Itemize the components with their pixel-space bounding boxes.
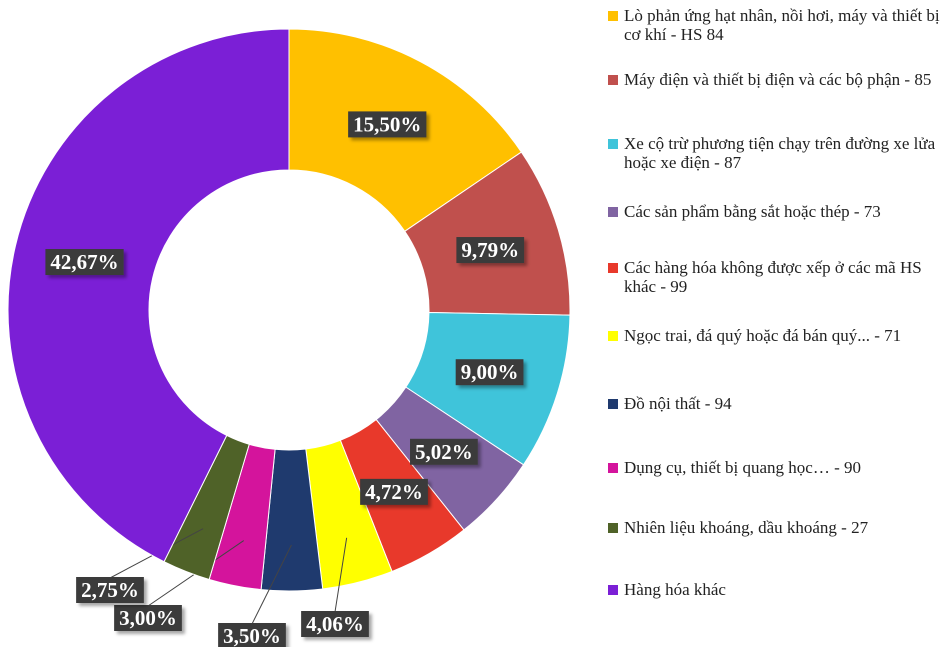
legend-swatch: [608, 463, 618, 473]
legend-swatch: [608, 139, 618, 149]
legend-swatch: [608, 207, 618, 217]
legend-item: Nhiên liệu khoáng, dầu khoáng - 27: [608, 518, 940, 537]
legend-swatch: [608, 75, 618, 85]
data-label: 4,72%: [360, 478, 428, 505]
data-label: 4,06%: [301, 611, 369, 637]
legend-item: Dụng cụ, thiết bị quang học… - 90: [608, 458, 940, 477]
legend-item: Ngọc trai, đá quý hoặc đá bán quý... - 7…: [608, 326, 940, 345]
legend-label: Hàng hóa khác: [624, 580, 726, 599]
legend-label: Các sản phẩm bằng sắt hoặc thép - 73: [624, 202, 881, 221]
label-text: 2,75%: [81, 578, 139, 602]
legend-label: Ngọc trai, đá quý hoặc đá bán quý... - 7…: [624, 326, 902, 345]
legend-label: Nhiên liệu khoáng, dầu khoáng - 27: [624, 518, 869, 537]
label-box: [45, 249, 124, 276]
data-label: 5,02%: [410, 438, 478, 465]
label-box: [114, 605, 182, 631]
label-text: 4,06%: [306, 612, 364, 636]
legend-item: Đồ nội thất - 94: [608, 394, 940, 413]
legend-label: Đồ nội thất - 94: [624, 394, 732, 413]
label-text: 3,50%: [223, 624, 281, 647]
label-box: [410, 438, 478, 465]
label-box: [301, 611, 369, 637]
data-label: 3,50%: [218, 623, 286, 647]
label-box: [455, 359, 524, 386]
chart: 15,50% 9,79% 9,00% 5,02% 4,72% 4,06% 3,50% 3,00…: [7, 28, 571, 647]
label-text: 5,02%: [415, 440, 473, 464]
label-box: [360, 478, 428, 505]
leader-line: [334, 537, 348, 613]
label-text: 9,00%: [461, 360, 519, 384]
legend-label: Các hàng hóa không được xếp ở các mã HS …: [624, 258, 922, 296]
legend-swatch: [608, 399, 618, 409]
label-text: 4,72%: [365, 480, 423, 504]
legend-label: Dụng cụ, thiết bị quang học… - 90: [624, 458, 862, 477]
legend-label: Lò phản ứng hạt nhân, nồi hơi, máy và th…: [624, 6, 940, 44]
data-label: 15,50%: [348, 111, 427, 138]
label-box: [348, 111, 427, 138]
data-label: 2,75%: [76, 577, 144, 603]
legend-item: Hàng hóa khác: [608, 580, 940, 599]
legend-swatch: [608, 585, 618, 595]
legend-swatch: [608, 263, 618, 273]
legend-item: Xe cộ trừ phương tiện chạy trên đường xe…: [608, 134, 940, 172]
data-label: 3,00%: [114, 605, 182, 631]
data-label: 9,00%: [455, 359, 524, 386]
legend-swatch: [608, 11, 618, 21]
donut-slice: [7, 28, 290, 563]
legend-item: Lò phản ứng hạt nhân, nồi hơi, máy và th…: [608, 6, 940, 44]
legend-label: Máy điện và thiết bị điện và các bộ phận…: [624, 70, 932, 89]
legend-item: Máy điện và thiết bị điện và các bộ phận…: [608, 70, 940, 89]
data-label: 42,67%: [45, 249, 124, 276]
legend-swatch: [608, 523, 618, 533]
legend-item: Các hàng hóa không được xếp ở các mã HS …: [608, 258, 940, 296]
label-text: 3,00%: [119, 606, 177, 630]
legend-item: Các sản phẩm bằng sắt hoặc thép - 73: [608, 202, 940, 221]
label-box: [76, 577, 144, 603]
legend-label: Xe cộ trừ phương tiện chạy trên đường xe…: [624, 134, 936, 172]
data-label: 9,79%: [456, 237, 525, 264]
label-text: 15,50%: [353, 112, 421, 136]
label-text: 9,79%: [461, 238, 519, 262]
leader-line: [251, 544, 292, 625]
label-box: [218, 623, 286, 647]
legend-swatch: [608, 331, 618, 341]
label-box: [456, 237, 525, 264]
label-text: 42,67%: [50, 250, 118, 274]
